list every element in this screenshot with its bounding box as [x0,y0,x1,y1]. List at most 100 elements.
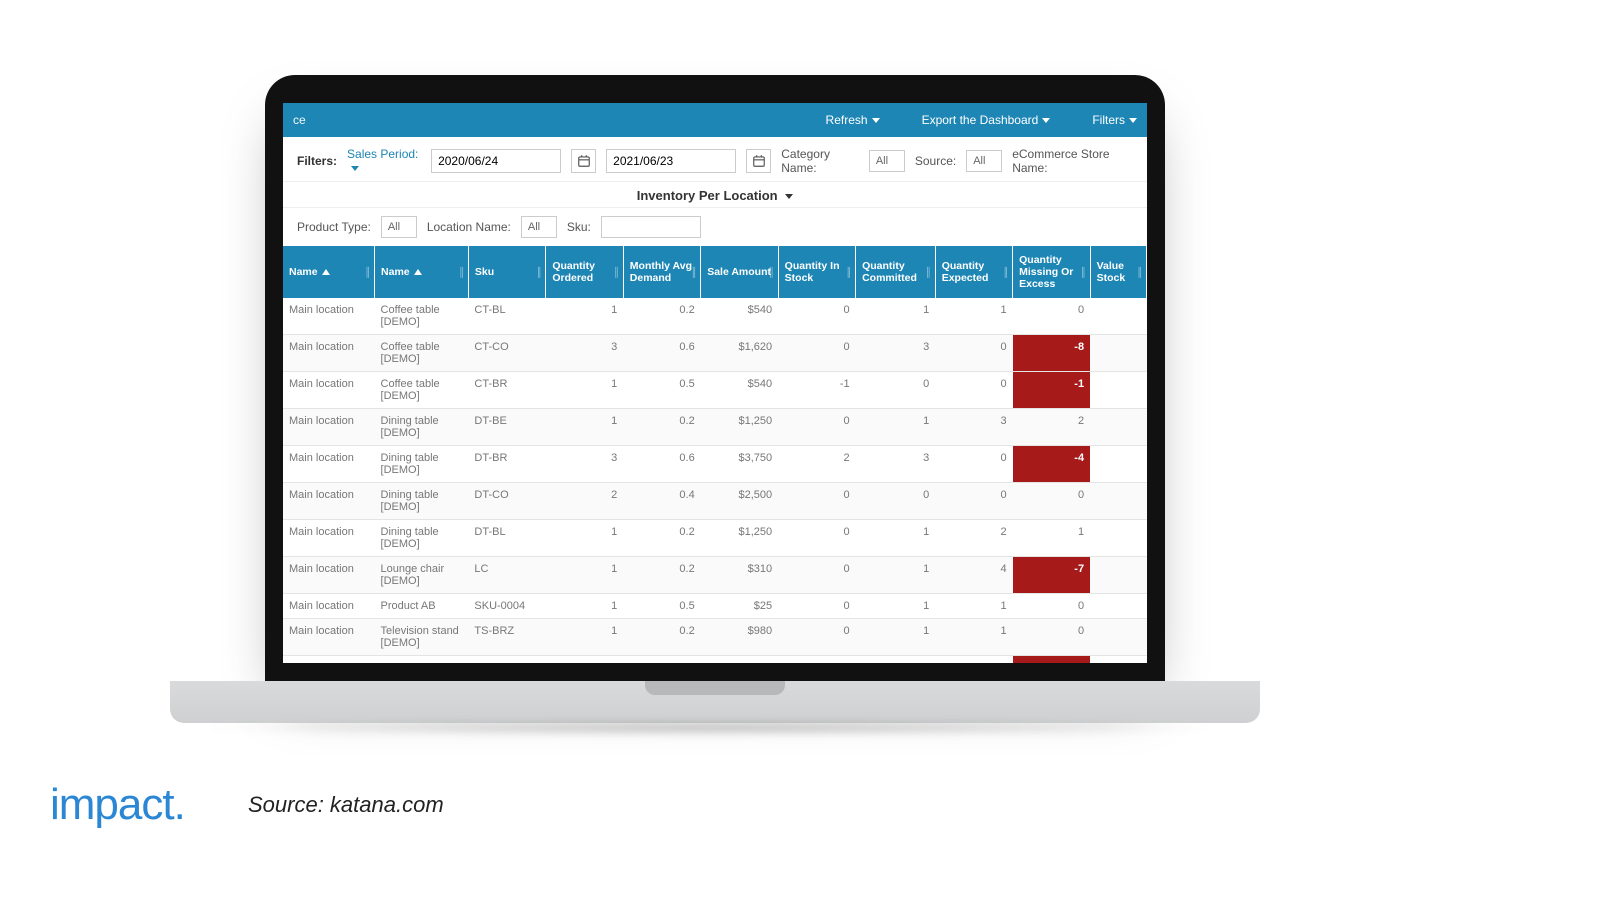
calendar-icon[interactable] [571,149,596,173]
cell-qty_committed: 3 [856,335,936,372]
column-header-qty_expected[interactable]: Quantity Expected║ [935,246,1012,298]
cell-sku: TS-BLZ [468,656,545,663]
date-to-input[interactable] [606,149,736,173]
export-dashboard-dropdown[interactable]: Export the Dashboard [922,113,1051,127]
cell-location: Main location [283,446,375,483]
table-row[interactable]: Main locationTelevision stand [DEMO]TS-B… [283,619,1147,656]
category-name-select[interactable] [869,150,905,172]
column-header-sale_amount[interactable]: Sale Amount║ [701,246,778,298]
column-header-sku[interactable]: Sku║ [468,246,545,298]
cell-qty_excess: 0 [1013,298,1090,335]
cell-monthly_avg: 0.4 [623,483,700,520]
cell-qty_expected: 2 [935,520,1012,557]
cell-qty_expected: 0 [935,656,1012,663]
table-row[interactable]: Main locationCoffee table [DEMO]CT-CO30.… [283,335,1147,372]
cell-sale_amount: $1,620 [701,335,778,372]
product-type-select[interactable] [381,216,417,238]
cell-qty_expected: 0 [935,372,1012,409]
cell-sale_amount: $540 [701,372,778,409]
column-resize-icon: ║ [613,267,618,277]
cell-qty_stock: 0 [778,483,855,520]
table-row[interactable]: Main locationDining table [DEMO]DT-BE10.… [283,409,1147,446]
sort-up-icon [322,269,330,275]
cell-qty_excess: -4 [1013,446,1090,483]
table-row[interactable]: Main locationDining table [DEMO]DT-CO20.… [283,483,1147,520]
section-title-text: Inventory Per Location [637,188,778,203]
column-header-product[interactable]: Name║ [375,246,469,298]
cell-sku: DT-BR [468,446,545,483]
cell-qty_committed: 1 [856,298,936,335]
inventory-table: Name║Name║Sku║Quantity Ordered║Monthly A… [283,246,1147,663]
column-header-location[interactable]: Name║ [283,246,375,298]
cell-qty_stock: 0 [778,298,855,335]
cell-sale_amount: $310 [701,557,778,594]
table-row[interactable]: Main locationDining table [DEMO]DT-BL10.… [283,520,1147,557]
cell-qty_committed: 2 [856,656,936,663]
cell-qty_ordered: 3 [546,335,623,372]
cell-location: Main location [283,483,375,520]
refresh-dropdown[interactable]: Refresh [826,113,880,127]
cell-product: Product AB [375,594,469,619]
cell-value_stock [1090,483,1146,520]
cell-qty_ordered: 1 [546,372,623,409]
column-header-monthly_avg[interactable]: Monthly Avg Demand║ [623,246,700,298]
cell-qty_excess: 0 [1013,483,1090,520]
cell-sku: DT-BE [468,409,545,446]
laptop-notch [645,681,785,695]
cell-qty_committed: 1 [856,520,936,557]
cell-monthly_avg: 0.5 [623,594,700,619]
cell-product: Television stand [DEMO] [375,619,469,656]
cell-monthly_avg: 0.6 [623,335,700,372]
column-resize-icon: ║ [1003,267,1008,277]
cell-qty_committed: 1 [856,594,936,619]
location-name-select[interactable] [521,216,557,238]
cell-qty_ordered: 1 [546,619,623,656]
date-from-input[interactable] [431,149,561,173]
sales-period-dropdown[interactable]: Sales Period: [347,147,421,175]
location-name-label: Location Name: [427,220,511,234]
table-row[interactable]: Main locationTelevision stand [DEMO]TS-B… [283,656,1147,663]
table-row[interactable]: Main locationLounge chair [DEMO]LC10.2$3… [283,557,1147,594]
column-header-qty_committed[interactable]: Quantity Committed║ [856,246,936,298]
table-row[interactable]: Main locationProduct ABSKU-000410.5$2501… [283,594,1147,619]
cell-qty_excess: 2 [1013,409,1090,446]
cell-value_stock [1090,372,1146,409]
table-row[interactable]: Main locationCoffee table [DEMO]CT-BR10.… [283,372,1147,409]
cell-qty_stock: 0 [778,520,855,557]
cell-location: Main location [283,594,375,619]
cell-qty_stock: 0 [778,335,855,372]
column-resize-icon: ║ [768,267,773,277]
section-title[interactable]: Inventory Per Location [283,181,1147,208]
cell-qty_ordered: 1 [546,298,623,335]
navbar-actions: Refresh Export the Dashboard Filters [826,113,1137,127]
cell-monthly_avg: 0.2 [623,619,700,656]
source-select[interactable] [966,150,1002,172]
laptop-base [170,681,1260,723]
filters-dropdown[interactable]: Filters [1092,113,1137,127]
calendar-icon[interactable] [746,149,771,173]
sku-input[interactable] [601,216,701,238]
column-resize-icon: ║ [459,267,464,277]
cell-monthly_avg: 0.6 [623,446,700,483]
cell-qty_committed: 1 [856,409,936,446]
table-row[interactable]: Main locationCoffee table [DEMO]CT-BL10.… [283,298,1147,335]
cell-sku: SKU-0004 [468,594,545,619]
cell-qty_stock: 0 [778,619,855,656]
cell-qty_excess: 1 [1013,520,1090,557]
cell-qty_excess: 0 [1013,619,1090,656]
cell-monthly_avg: 0.2 [623,298,700,335]
cell-product: Lounge chair [DEMO] [375,557,469,594]
column-header-qty_excess[interactable]: Quantity Missing Or Excess║ [1013,246,1090,298]
table-row[interactable]: Main locationDining table [DEMO]DT-BR30.… [283,446,1147,483]
cell-product: Dining table [DEMO] [375,446,469,483]
cell-sale_amount: $1,960 [701,656,778,663]
column-header-value_stock[interactable]: Value Stock║ [1090,246,1146,298]
column-resize-icon: ║ [1137,267,1142,277]
column-header-qty_stock[interactable]: Quantity In Stock║ [778,246,855,298]
cell-qty_ordered: 2 [546,483,623,520]
cell-product: Coffee table [DEMO] [375,298,469,335]
column-header-qty_ordered[interactable]: Quantity Ordered║ [546,246,623,298]
cell-qty_stock: -1 [778,372,855,409]
source-caption: Source: katana.com [248,792,444,818]
cell-sku: CT-BR [468,372,545,409]
